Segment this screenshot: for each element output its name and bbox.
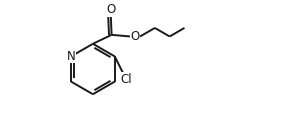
Text: Cl: Cl — [120, 73, 132, 86]
Text: O: O — [106, 3, 115, 16]
Text: N: N — [67, 50, 76, 63]
Text: O: O — [130, 30, 139, 43]
